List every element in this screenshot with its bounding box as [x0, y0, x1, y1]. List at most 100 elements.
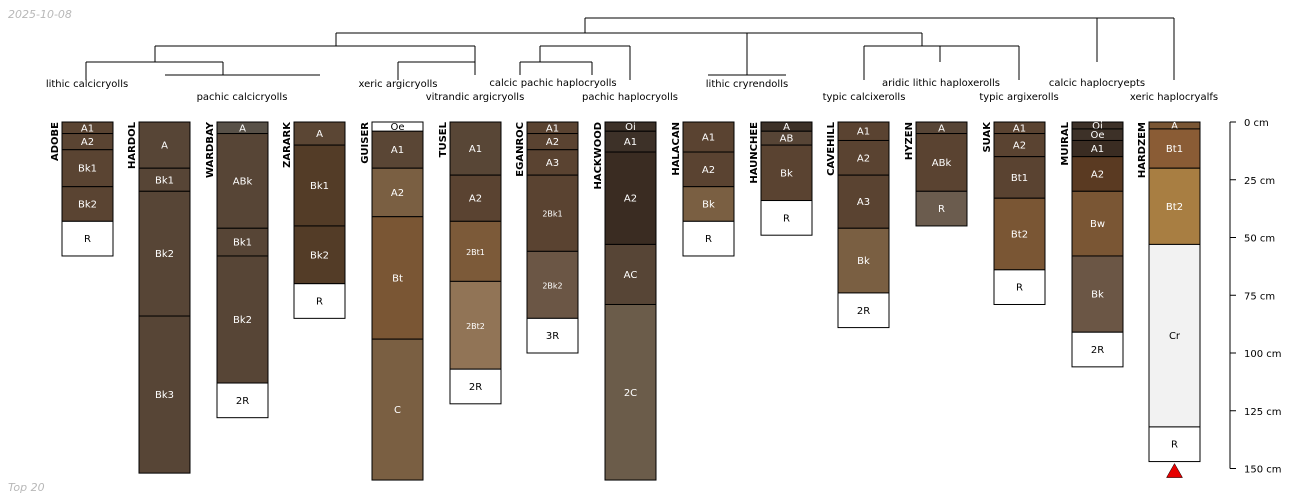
profile-name: HYZEN: [904, 122, 915, 160]
horizon-label: Bk2: [233, 315, 252, 326]
horizon: [371, 216, 424, 340]
horizon-label: 2Bt2: [466, 322, 485, 331]
profile-name: ADOBE: [50, 122, 61, 161]
horizon-label: A1: [546, 123, 559, 134]
horizon: [837, 139, 890, 176]
taxon-label: calcic pachic haplocryolls: [489, 78, 616, 89]
horizon-label: R: [316, 297, 323, 308]
horizon-label: A2: [81, 137, 94, 148]
horizon-label: ABk: [932, 158, 952, 169]
horizon: [449, 280, 502, 370]
horizon: [138, 190, 191, 317]
horizon-label: Bk: [702, 200, 715, 211]
horizon: [760, 200, 813, 236]
horizon: [682, 186, 735, 222]
horizon-label: A1: [1013, 123, 1026, 134]
date-label: 2025-10-08: [8, 8, 72, 21]
horizon-label: Oe: [390, 122, 404, 133]
profile-name: HAUNCHEE: [749, 122, 760, 184]
depth-axis-label: 0 cm: [1244, 118, 1269, 129]
horizon: [993, 269, 1046, 305]
subset-label: Top 20: [8, 481, 45, 494]
horizon-label: Bk: [1091, 290, 1104, 301]
horizon-label: A2: [546, 137, 559, 148]
horizon: [1071, 331, 1124, 368]
profile-name: TUSEL: [438, 121, 449, 157]
profile-name: SUAK: [982, 121, 993, 153]
horizon-label: R: [84, 234, 91, 245]
horizon: [61, 186, 114, 222]
horizon: [293, 144, 346, 227]
horizon-label: Bt2: [1166, 202, 1183, 213]
taxon-label: aridic lithic haploxerolls: [882, 78, 1000, 89]
horizon-label: 2Bk2: [542, 281, 562, 290]
horizon: [682, 151, 735, 188]
horizon-label: AC: [624, 270, 638, 281]
horizon: [61, 149, 114, 188]
depth-axis-label: 150 cm: [1244, 465, 1282, 476]
horizon-label: A1: [81, 123, 94, 134]
horizon-label: Cr: [1169, 331, 1181, 342]
horizon: [1148, 243, 1201, 428]
horizon: [682, 121, 735, 153]
depth-axis-label: 125 cm: [1244, 407, 1282, 418]
horizon: [1148, 167, 1201, 245]
profile-name: HALACAN: [671, 122, 682, 176]
horizon-label: ABk: [233, 176, 253, 187]
horizon-label: R: [1171, 440, 1178, 451]
horizon: [682, 220, 735, 257]
horizon-label: Bt1: [1166, 144, 1183, 155]
horizon-label: A3: [857, 197, 870, 208]
profile-name: GUISER: [360, 122, 371, 164]
horizon-label: Oi: [625, 122, 636, 133]
profile-name: EGANROC: [515, 122, 526, 177]
horizon-label: A1: [702, 133, 715, 144]
horizon-label: Bk1: [310, 181, 329, 192]
taxon-label: lithic cryrendolls: [706, 79, 788, 90]
depth-axis-label: 50 cm: [1244, 234, 1275, 245]
horizon: [293, 283, 346, 319]
horizon-label: 2R: [469, 382, 482, 393]
horizon: [604, 151, 657, 245]
horizon-label: A3: [546, 158, 559, 169]
horizon: [526, 174, 579, 252]
horizon-label: 2R: [857, 306, 870, 317]
horizon-label: 2C: [624, 388, 637, 399]
horizon-label: Bt1: [1011, 173, 1028, 184]
horizon-label: A: [938, 123, 945, 134]
horizon: [216, 133, 269, 229]
horizon-label: 2Bk1: [542, 210, 562, 219]
horizon-label: Bt: [392, 273, 403, 284]
horizon-label: A2: [702, 165, 715, 176]
horizon: [1148, 128, 1201, 169]
horizon: [61, 220, 114, 257]
horizon-label: 3R: [546, 331, 559, 342]
horizon-label: Oi: [1092, 121, 1103, 132]
horizon-label: Bk3: [155, 390, 174, 401]
horizon-label: A1: [469, 144, 482, 155]
horizon: [837, 227, 890, 294]
horizon-label: A1: [624, 137, 637, 148]
profile-name: HARDOL: [127, 121, 138, 169]
horizon-label: Bt2: [1011, 230, 1028, 241]
profile-name: HACKWOOD: [593, 122, 604, 190]
profile-name: WARDBAY: [205, 121, 216, 178]
taxon-label: pachic haplocryolls: [582, 92, 678, 103]
horizon: [915, 133, 968, 192]
taxon-label: xeric argicryolls: [359, 79, 438, 90]
horizon-label: 2R: [1091, 345, 1104, 356]
horizon-label: A2: [1091, 169, 1104, 180]
horizon: [993, 197, 1046, 271]
horizon-label: Oe: [1090, 130, 1104, 141]
horizon-label: 2R: [236, 396, 249, 407]
horizon: [293, 225, 346, 285]
depth-axis-label: 75 cm: [1244, 291, 1275, 302]
horizon-label: AB: [780, 134, 794, 145]
taxon-label: vitrandic argicryolls: [426, 92, 525, 103]
horizon-label: Bk2: [310, 250, 329, 261]
horizon: [449, 174, 502, 222]
horizon-label: A2: [857, 153, 870, 164]
horizon-label: Bk: [780, 168, 793, 179]
horizon-label: A2: [391, 188, 404, 199]
horizon-label: Bk2: [155, 249, 174, 260]
